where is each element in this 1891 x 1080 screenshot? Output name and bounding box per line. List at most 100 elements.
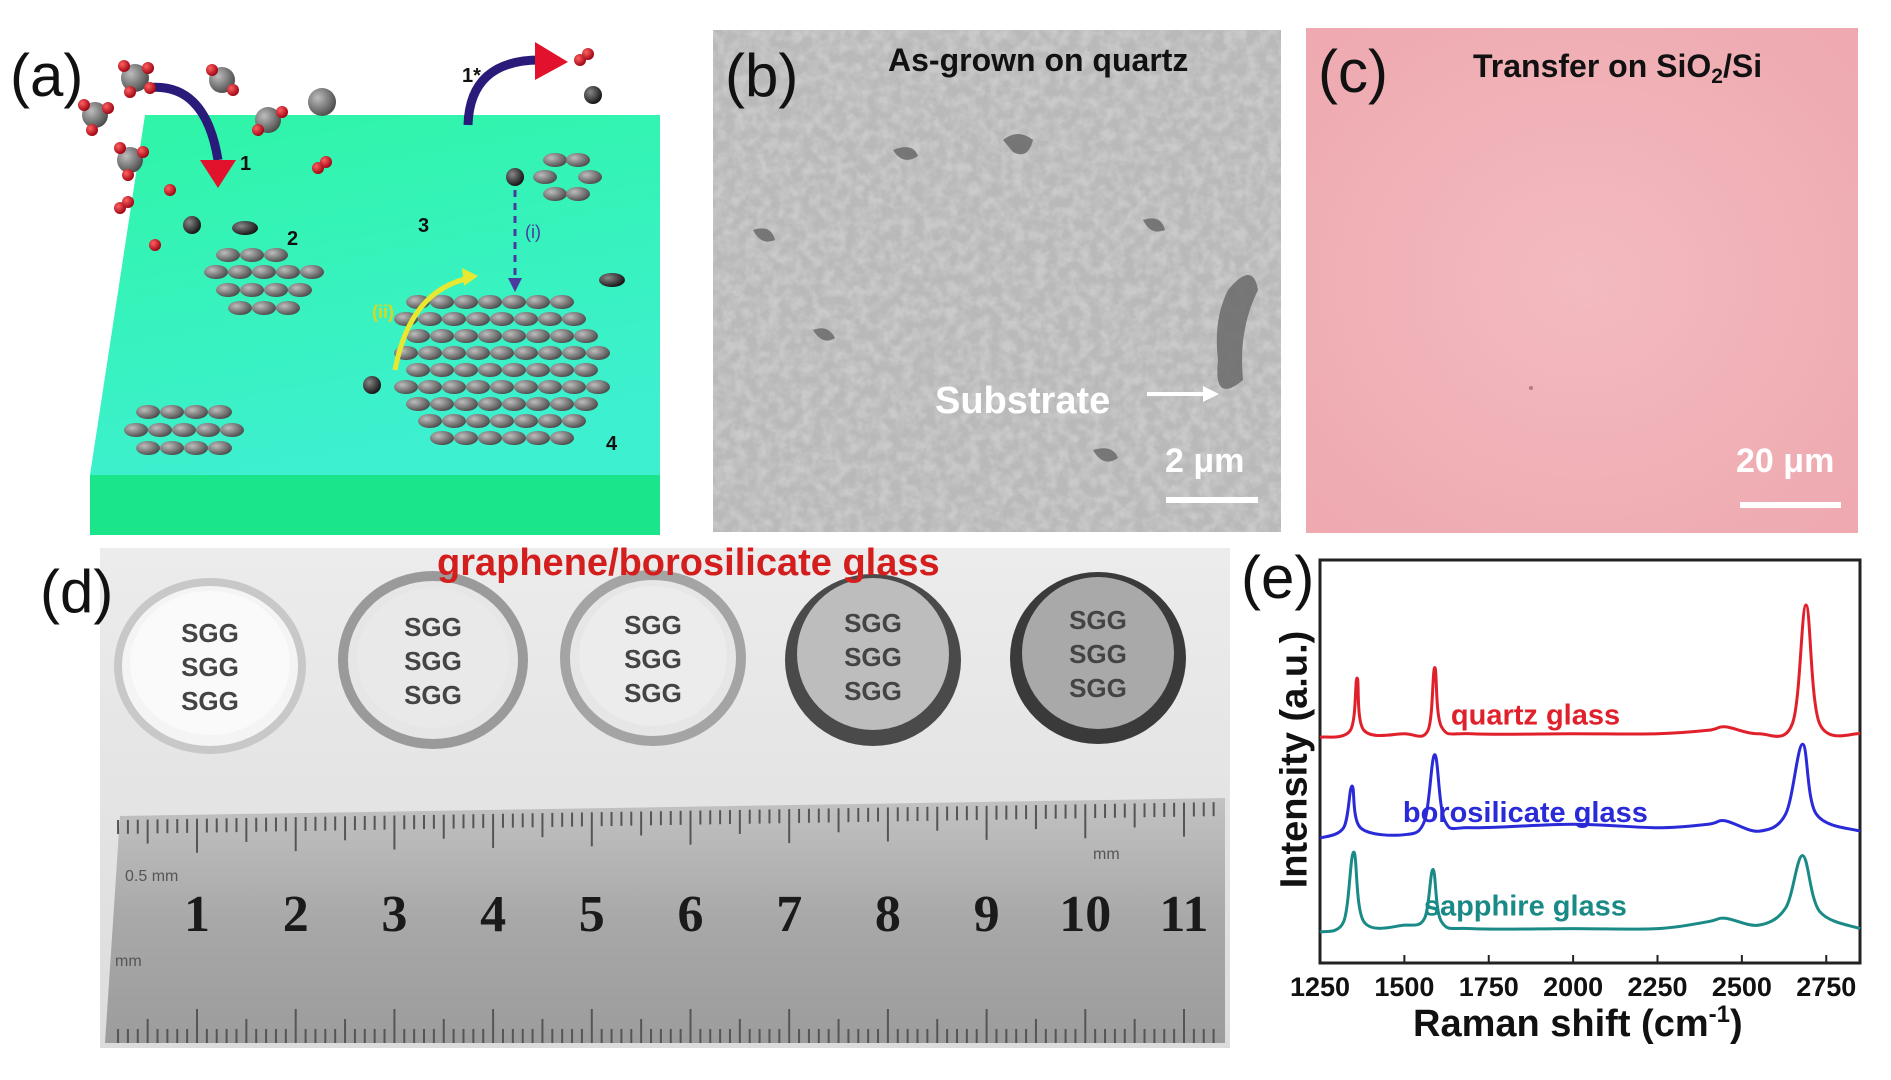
graphene-atom: [466, 346, 490, 360]
graphene-atom: [502, 397, 526, 411]
x-axis-label: Raman shift (cm-1): [1413, 1001, 1743, 1045]
disc-label: SGG: [181, 686, 239, 716]
graphene-atom: [574, 397, 598, 411]
graphene-atom: [574, 363, 598, 377]
photo-samples: [100, 548, 1230, 1048]
disc-3: [560, 570, 746, 746]
graphene-atom: [538, 414, 562, 428]
graphene-atom: [526, 397, 550, 411]
adsorption-arrow: [144, 82, 223, 161]
graphene-atom: [454, 431, 478, 445]
graphene-atom: [430, 431, 454, 445]
ruler-number: 10: [1059, 886, 1112, 943]
graphene-atom: [550, 329, 574, 343]
series-line-borosilicate-glass: [1319, 742, 1861, 840]
graphene-atom: [502, 329, 526, 343]
panel-b-label: (b): [725, 42, 799, 109]
raman-chart: 1250 1500 1750 2000 2250 2500 2750 quartz glass…: [1290, 558, 1862, 1002]
graphene-atom: [418, 414, 442, 428]
graphene-atom: [406, 397, 430, 411]
step-1star-label: 1*: [462, 65, 481, 87]
graphene-atom: [478, 329, 502, 343]
graphene-atom: [526, 431, 550, 445]
panel-a-label: (a): [10, 42, 84, 109]
x-tick-label: 2500: [1712, 972, 1772, 1002]
panel-c-scalebar-label: 20 μm: [1736, 442, 1835, 480]
graphene-atom: [574, 329, 598, 343]
graphene-atom: [430, 329, 454, 343]
graphene-atom: [430, 295, 454, 309]
disc-2: [338, 571, 528, 749]
graphene-atom: [478, 397, 502, 411]
graphene-atom: [514, 380, 538, 394]
step-3-label: 3: [418, 215, 429, 237]
panel-d-label: (d): [40, 558, 114, 625]
x-tick-label: 1750: [1459, 972, 1519, 1002]
ruler-number: 6: [677, 886, 704, 943]
graphene-atom: [562, 380, 586, 394]
ruler-number: 4: [480, 886, 507, 943]
graphene-atom: [550, 363, 574, 377]
substrate-front: [90, 475, 660, 535]
series-label: sapphire glass: [1424, 891, 1627, 923]
graphene-atom: [502, 295, 526, 309]
panel-c: Transfer on SiO2/Si 20 μm (c): [1306, 28, 1858, 533]
step-4-label: 4: [606, 433, 618, 455]
graphene-atom: [490, 414, 514, 428]
x-tick-label: 1250: [1290, 972, 1350, 1002]
graphene-atom: [502, 431, 526, 445]
graphene-nuclei: [124, 153, 602, 455]
graphene-atom: [490, 380, 514, 394]
graphene-atom: [406, 363, 430, 377]
graphene-atom: [454, 295, 478, 309]
growth-schematic: 1 1* 2 3 4 (i) (ii): [78, 42, 660, 535]
graphene-atom: [538, 312, 562, 326]
graphene-atom: [466, 312, 490, 326]
ruler-number: 8: [874, 886, 901, 943]
graphene-atom: [466, 414, 490, 428]
ruler-small-label-bottom: mm: [115, 953, 142, 970]
graphene-atom: [502, 363, 526, 377]
panel-c-title: Transfer on SiO2/Si: [1473, 48, 1763, 88]
ruler-small-label-left: 0.5 mm: [125, 868, 179, 885]
graphene-atom: [406, 329, 430, 343]
substrate-annotation: Substrate: [935, 380, 1111, 422]
disc-label: SGG: [844, 608, 902, 638]
panel-e: 1250 1500 1750 2000 2250 2500 2750 quartz glass…: [1235, 548, 1885, 1058]
ruler-number: 3: [381, 886, 408, 943]
graphene-atom: [490, 312, 514, 326]
disc-label: SGG: [844, 676, 902, 706]
graphene-atom: [526, 295, 550, 309]
graphene-atom: [550, 295, 574, 309]
panel-a: 1 1* 2 3 4 (i) (ii) (a): [0, 20, 700, 540]
graphene-atom: [586, 380, 610, 394]
ruler-number: 2: [282, 886, 309, 943]
graphene-atom: [418, 312, 442, 326]
panel-c-label: (c): [1318, 38, 1388, 105]
precursor-molecules: [78, 48, 602, 394]
graphene-atom: [442, 312, 466, 326]
panel-d: SGG SGG SGG SGG SGG SGG SGG SGG SGG SGG SGG SGG SGG S…: [0, 542, 1230, 1053]
graphene-atom: [562, 414, 586, 428]
ruler-number: 9: [973, 886, 1000, 943]
disc-label: SGG: [181, 618, 239, 648]
disc-label: SGG: [404, 612, 462, 642]
ruler: [105, 798, 1225, 1043]
graphene-atom: [562, 346, 586, 360]
path-ii-arrow: [392, 275, 471, 371]
graphene-atom: [514, 346, 538, 360]
disc-label: SGG: [404, 646, 462, 676]
x-tick-label: 2750: [1796, 972, 1856, 1002]
graphene-atom: [550, 431, 574, 445]
disc-4: [785, 574, 961, 746]
optical-image: [1306, 28, 1858, 533]
panel-b-scalebar-label: 2 μm: [1165, 442, 1245, 480]
series-line-sapphire-glass: [1319, 850, 1861, 934]
y-axis-label: Intensity (a.u.): [1273, 630, 1316, 889]
panel-e-label: (e): [1241, 544, 1315, 611]
graphene-atom: [442, 346, 466, 360]
ruler-number: 11: [1159, 886, 1209, 943]
graphene-atom: [538, 346, 562, 360]
graphene-atom: [442, 414, 466, 428]
disc-label: SGG: [1069, 673, 1127, 703]
